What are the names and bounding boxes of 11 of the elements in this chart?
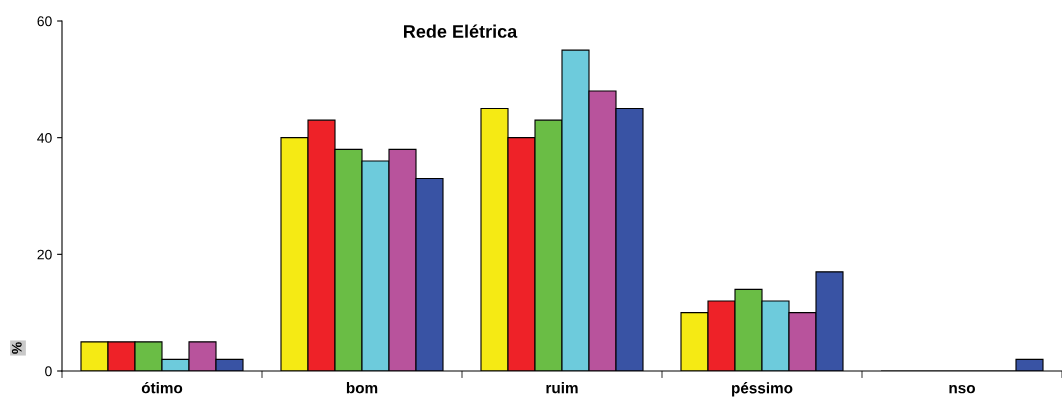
y-tick-label: 0 bbox=[45, 366, 52, 377]
x-tick-label: nso bbox=[949, 384, 975, 394]
x-tick-label: bom bbox=[346, 382, 378, 394]
y-axis-title: % bbox=[11, 342, 22, 354]
chart-title: Rede Elétrica bbox=[404, 24, 518, 38]
x-tick-label: ótimo bbox=[141, 381, 183, 394]
y-tick-label: 60 bbox=[37, 16, 52, 27]
y-tick-label: 40 bbox=[37, 133, 52, 143]
y-tick-label: 20 bbox=[37, 249, 52, 260]
x-tick-label: ruim bbox=[546, 382, 578, 394]
x-tick-label: péssimo bbox=[732, 382, 793, 397]
